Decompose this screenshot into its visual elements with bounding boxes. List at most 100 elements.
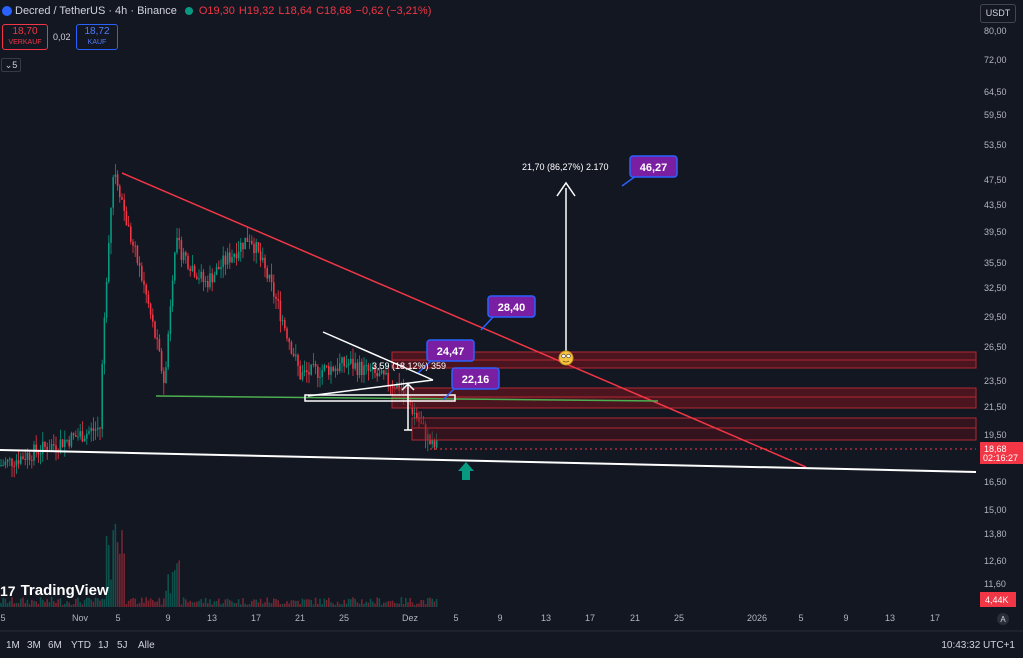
- close-value: C18,68: [316, 5, 352, 17]
- callout-target[interactable]: [629, 155, 678, 178]
- volume-bar: [59, 598, 62, 607]
- volume-bar: [83, 600, 86, 607]
- candle-body: [427, 434, 429, 441]
- sell-button[interactable]: 18,70 VERKAUF: [2, 24, 48, 50]
- candle-body: [231, 256, 233, 263]
- candle-body: [235, 253, 238, 259]
- price-tick-label: 39,50: [984, 227, 1007, 237]
- volume-bar: [334, 604, 337, 607]
- candle-body: [191, 265, 194, 271]
- current-price-tag: [980, 442, 1023, 464]
- volume-bar: [196, 601, 198, 607]
- timeframe-3m[interactable]: 3M: [27, 640, 41, 651]
- volume-bar: [330, 602, 332, 607]
- callout-resistance[interactable]: [426, 339, 475, 362]
- callout-breakout[interactable]: [487, 295, 536, 318]
- callout-support[interactable]: [451, 367, 500, 390]
- candle-body: [374, 366, 376, 373]
- price-tick-label: 26,50: [984, 342, 1007, 352]
- volume-bar: [13, 603, 15, 607]
- support-line-green[interactable]: [155, 395, 659, 402]
- candle-body: [299, 365, 301, 380]
- candle-body: [174, 252, 176, 281]
- pennant-pattern[interactable]: [304, 331, 456, 431]
- clock[interactable]: 10:43:32 UTC+1: [941, 640, 1015, 651]
- candle-body: [303, 370, 306, 373]
- long-support-line-white[interactable]: [0, 449, 977, 473]
- volume-bar: [222, 603, 224, 607]
- volume-bar: [273, 598, 275, 607]
- descending-trendline[interactable]: [121, 172, 807, 468]
- market-open-status-icon: [184, 7, 193, 15]
- volume-bar: [50, 597, 53, 607]
- volume-bar: [61, 604, 64, 607]
- candle-body: [314, 363, 317, 367]
- volume-bar: [341, 604, 343, 607]
- volume-bar: [321, 604, 323, 607]
- volume-bar: [433, 601, 436, 607]
- volume-bar: [328, 597, 330, 607]
- sell-price: 18,70: [12, 26, 38, 37]
- buy-button[interactable]: 18,72 KAUF: [76, 24, 118, 50]
- price-axis[interactable]: 80,00 72,00 64,50 59,50 53,50 47,50 43,50 39,50…: [984, 26, 1007, 589]
- timeframe-5y[interactable]: 5J: [117, 640, 128, 651]
- candle-body: [145, 284, 147, 295]
- candle-body: [242, 242, 244, 250]
- currency-button[interactable]: USDT: [980, 4, 1016, 23]
- target-projection-arrow[interactable]: [556, 181, 576, 352]
- candle-body: [341, 357, 343, 364]
- candle-body: [160, 350, 163, 372]
- candle-body: [356, 362, 359, 376]
- timeframe-ytd[interactable]: YTD: [71, 640, 91, 651]
- candle-body: [33, 444, 35, 461]
- current-price-value: 18,68: [984, 444, 1007, 454]
- volume-bar: [259, 598, 262, 607]
- volume-bar: [266, 597, 268, 607]
- candle-body: [365, 364, 367, 366]
- volume-bar: [431, 598, 433, 607]
- time-tick-label: 17: [930, 613, 940, 623]
- candle-body: [152, 314, 154, 322]
- timeframe-all[interactable]: Alle: [138, 640, 155, 651]
- volume-bar: [112, 530, 114, 607]
- volume-bar: [130, 599, 132, 607]
- candle-body: [88, 431, 90, 434]
- candle-body: [246, 237, 249, 242]
- candle-body: [55, 445, 57, 451]
- timeframe-1y[interactable]: 1J: [98, 640, 109, 651]
- volume-tag: [980, 592, 1016, 607]
- candle-body: [336, 368, 339, 371]
- volume-bar: [310, 599, 312, 607]
- candle-body: [229, 252, 231, 263]
- indicator-toggle-button[interactable]: ⌄5: [1, 58, 21, 72]
- candle-body: [149, 303, 152, 315]
- symbol-title[interactable]: Decred / TetherUS · 4h · Binance: [15, 5, 177, 17]
- candle-body: [171, 280, 174, 307]
- candle-body: [26, 452, 29, 460]
- volume-bar: [147, 600, 150, 607]
- price-tick-label: 13,80: [984, 529, 1007, 539]
- candle-body: [253, 244, 255, 254]
- volume-bar: [4, 598, 7, 607]
- time-axis[interactable]: 5 Nov 5 9 13 17 21 25 Dez 5 9 13 17 21 25 2026 5 9 13 17: [0, 613, 940, 623]
- timeframe-1m[interactable]: 1M: [6, 640, 20, 651]
- candle-body: [15, 460, 18, 467]
- volume-bar: [138, 602, 141, 607]
- candle-body: [189, 268, 191, 271]
- candle-body: [297, 354, 299, 366]
- candle-body: [119, 185, 121, 198]
- candle-body: [248, 240, 251, 242]
- volume-bar: [198, 600, 200, 607]
- candle-body: [182, 252, 185, 261]
- volume-bar: [231, 601, 233, 607]
- tradingview-logo[interactable]: 17 TradingView: [0, 582, 109, 599]
- candle-body: [158, 339, 161, 351]
- candle-body: [387, 372, 389, 386]
- volume-bar: [44, 602, 46, 607]
- auto-scale-button[interactable]: [997, 613, 1009, 625]
- volume-bar: [42, 599, 44, 607]
- volume-bar: [167, 574, 169, 607]
- timeframe-6m[interactable]: 6M: [48, 640, 62, 651]
- volume-bar: [108, 545, 110, 607]
